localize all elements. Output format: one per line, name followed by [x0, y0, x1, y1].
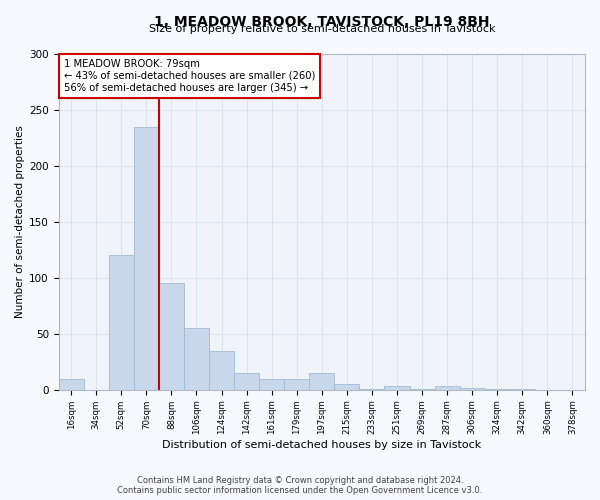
Bar	[59, 378, 84, 390]
Text: 1 MEADOW BROOK: 79sqm
← 43% of semi-detached houses are smaller (260)
56% of sem: 1 MEADOW BROOK: 79sqm ← 43% of semi-deta…	[64, 60, 315, 92]
Y-axis label: Number of semi-detached properties: Number of semi-detached properties	[15, 126, 25, 318]
Bar	[259, 378, 284, 390]
Bar	[485, 388, 510, 390]
Bar	[234, 373, 259, 390]
Bar	[284, 378, 309, 390]
Bar	[359, 388, 385, 390]
Bar	[159, 284, 184, 390]
Text: Size of property relative to semi-detached houses in Tavistock: Size of property relative to semi-detach…	[149, 24, 495, 34]
X-axis label: Distribution of semi-detached houses by size in Tavistock: Distribution of semi-detached houses by …	[162, 440, 481, 450]
Bar	[334, 384, 359, 390]
Text: Contains HM Land Registry data © Crown copyright and database right 2024.
Contai: Contains HM Land Registry data © Crown c…	[118, 476, 482, 495]
Bar	[184, 328, 209, 390]
Bar	[460, 388, 485, 390]
Bar	[209, 350, 234, 390]
Bar	[134, 126, 159, 390]
Title: 1, MEADOW BROOK, TAVISTOCK, PL19 8BH: 1, MEADOW BROOK, TAVISTOCK, PL19 8BH	[154, 15, 490, 29]
Bar	[434, 386, 460, 390]
Bar	[109, 256, 134, 390]
Bar	[510, 388, 535, 390]
Bar	[410, 388, 434, 390]
Bar	[385, 386, 410, 390]
Bar	[309, 373, 334, 390]
